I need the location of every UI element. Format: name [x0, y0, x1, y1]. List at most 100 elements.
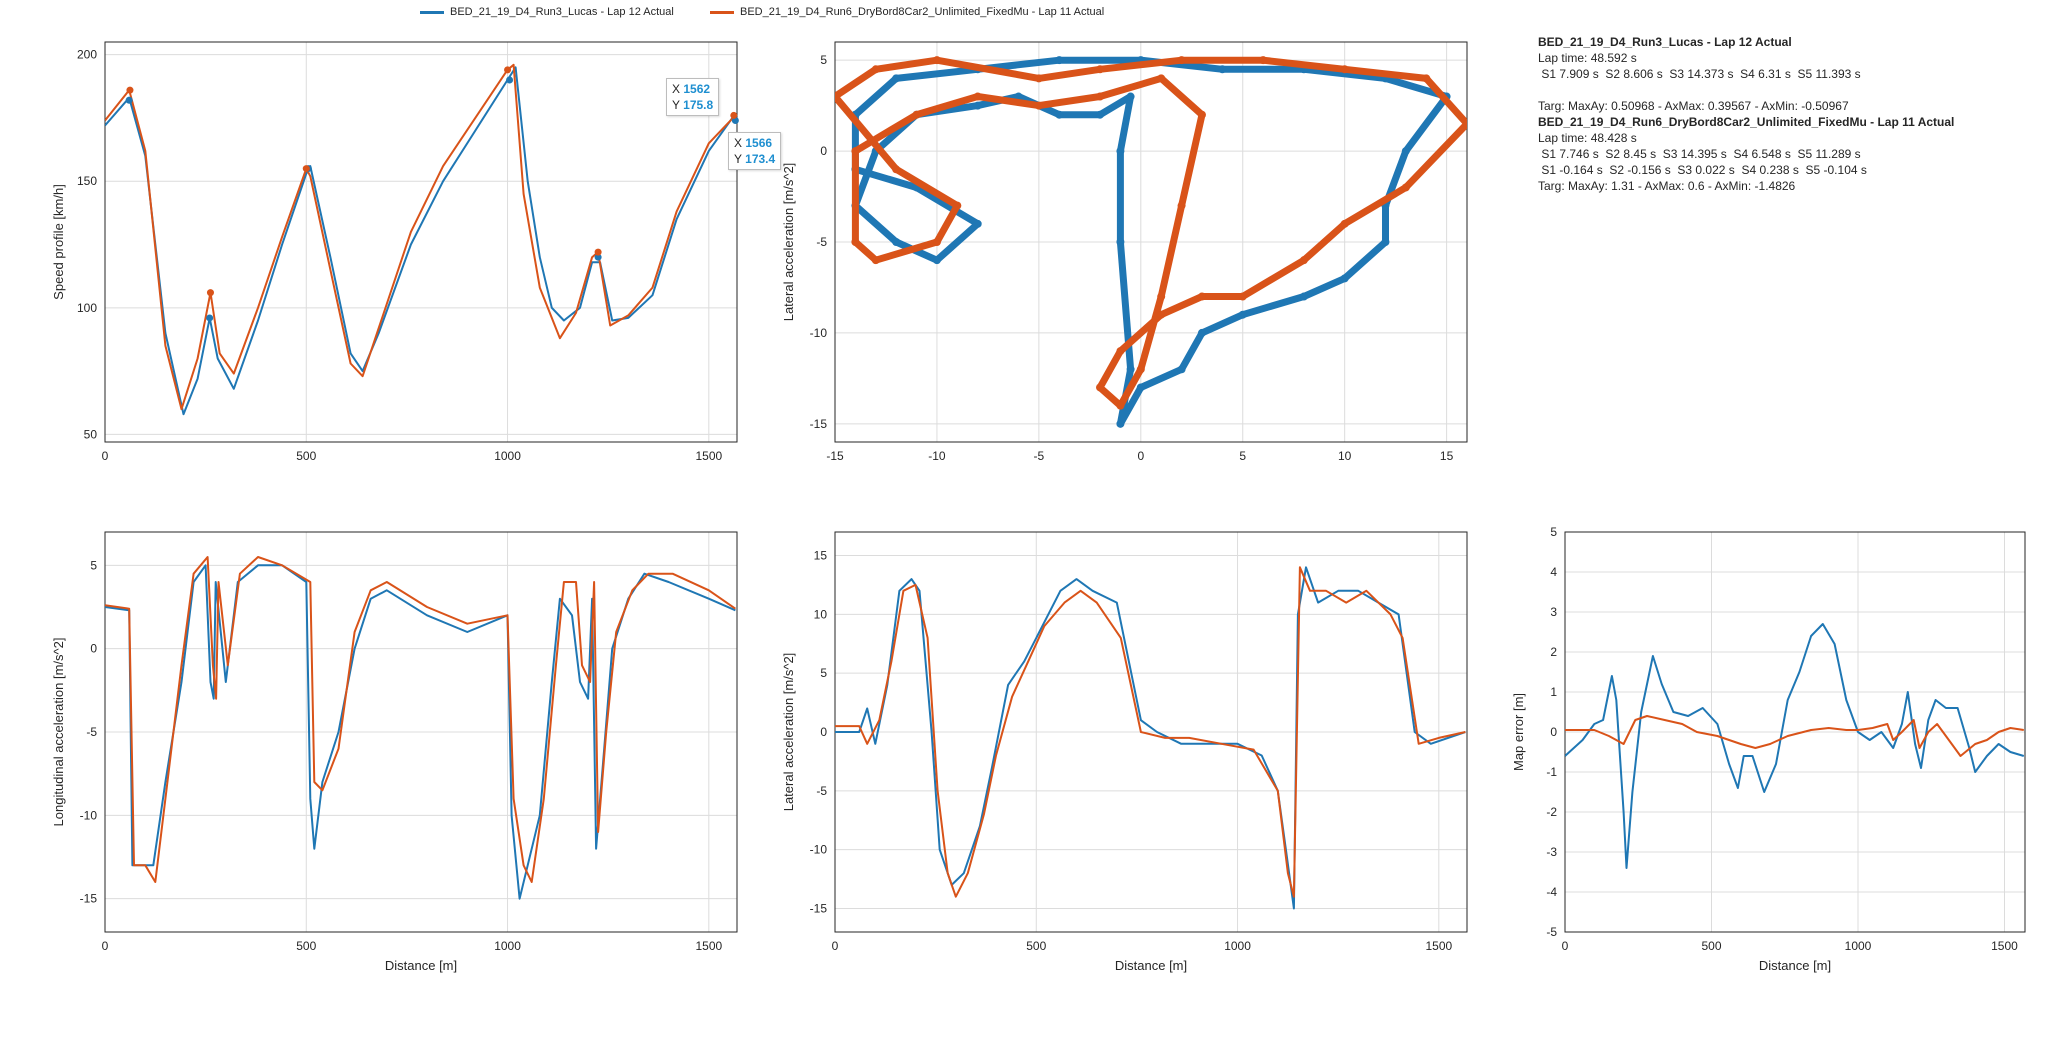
y-tick-label: 0 [820, 725, 827, 739]
sector-marker[interactable] [206, 314, 214, 322]
scatter-point [1197, 328, 1206, 337]
scatter-point [1157, 74, 1166, 83]
run2-laptime: Lap time: 48.428 s [1538, 131, 1637, 145]
sector-marker[interactable] [126, 86, 134, 94]
y-tick-label: 150 [77, 174, 97, 188]
series-group [105, 63, 737, 416]
x-tick-label: -5 [1034, 449, 1045, 463]
sector-marker[interactable] [125, 96, 133, 104]
scatter-point [1197, 110, 1206, 119]
series-line-1[interactable] [105, 63, 737, 411]
y-tick-label: -5 [816, 784, 827, 798]
scatter-point [1126, 92, 1135, 101]
datatip-1-x: 1562 [683, 82, 711, 96]
sector-marker[interactable] [730, 111, 738, 119]
scatter-point [1340, 219, 1349, 228]
scatter-point [1014, 92, 1023, 101]
series-group [1565, 623, 2025, 869]
sector-marker[interactable] [302, 165, 310, 173]
datatip-2-y-label: Y [734, 152, 742, 166]
legend-swatch-run6 [710, 10, 734, 14]
datatip-2-x: 1566 [745, 136, 773, 150]
x-tick-label: 1000 [1224, 939, 1251, 953]
x-tick-label: -15 [826, 449, 844, 463]
plot-frame [1564, 531, 2026, 933]
scatter-point [973, 92, 982, 101]
x-tick-label: 0 [1137, 449, 1144, 463]
y-tick-label: -15 [80, 892, 98, 906]
datatip-1[interactable]: X 1562 Y 175.8 [666, 78, 720, 116]
y-tick-label: 5 [1550, 525, 1557, 539]
run1-laptime: Lap time: 48.592 s [1538, 51, 1637, 65]
sector-marker[interactable] [504, 66, 512, 74]
y-tick-label: -10 [80, 808, 98, 822]
sector-marker[interactable] [594, 248, 602, 256]
x-tick-label: -10 [928, 449, 946, 463]
scatter-point [892, 74, 901, 83]
sector-marker[interactable] [206, 289, 214, 297]
y-tick-label: 50 [84, 427, 98, 441]
map-error-chart[interactable]: 0 500 1000 1500 -5 -4 -3 -2 -1 0 1 2 3 4 5 Distance [m]… [1500, 520, 2040, 1000]
scatter-point [973, 101, 982, 110]
speed-profile-chart[interactable]: 0 500 1000 1500 50 100 150 200 Speed profile [km… [40, 30, 740, 510]
scatter-point [1096, 110, 1105, 119]
scatter-point [1116, 147, 1125, 156]
scatter-point [1055, 56, 1064, 65]
y-tick-label: -10 [810, 326, 828, 340]
y-axis-label: Lateral acceleration [m/s^2] [781, 163, 796, 322]
y-tick-label: 1 [1550, 685, 1557, 699]
series-trace-0[interactable] [851, 56, 1451, 428]
scatter-point [1218, 65, 1227, 74]
scatter-point [912, 110, 921, 119]
run2-title: BED_21_19_D4_Run6_DryBord8Car2_Unlimited… [1538, 115, 1955, 129]
series-group [835, 56, 1467, 428]
plot-frame [834, 41, 1468, 443]
scatter-point [1299, 292, 1308, 301]
scatter-point [1096, 383, 1105, 392]
scatter-point [1238, 292, 1247, 301]
legend-entry-run6[interactable]: BED_21_19_D4_Run6_DryBord8Car2_Unlimited… [710, 6, 1104, 18]
datatip-2[interactable]: X 1566 Y 173.4 [728, 132, 782, 170]
scatter-point [1116, 401, 1125, 410]
series-line-1[interactable] [105, 556, 736, 883]
legend-entry-run3[interactable]: BED_21_19_D4_Run3_Lucas - Lap 12 Actual [420, 6, 674, 18]
scatter-point [1096, 92, 1105, 101]
scatter-point [1055, 110, 1064, 119]
plot-frame [104, 41, 738, 443]
gg-diagram-chart[interactable]: -15 -10 -5 0 5 10 15 -15 -10 -5 0 5 Lateral accelera… [770, 30, 1470, 510]
y-tick-label: 0 [1550, 725, 1557, 739]
y-tick-label: -2 [1546, 805, 1557, 819]
scatter-point [1116, 238, 1125, 246]
longitudinal-acceleration-chart[interactable]: 0 500 1000 1500 -15 -10 -5 0 5 Distance [m] Longit… [40, 520, 740, 1000]
x-tick-label: 500 [296, 939, 316, 953]
scatter-point [871, 256, 880, 265]
x-tick-label: 500 [1026, 939, 1046, 953]
scatter-point [1340, 65, 1349, 74]
series-line-0[interactable] [1565, 623, 2025, 869]
x-tick-label: 1500 [695, 939, 722, 953]
scatter-point [1463, 119, 1467, 128]
y-tick-label: -15 [810, 901, 828, 915]
run2-deltas: S1 -0.164 s S2 -0.156 s S3 0.022 s S4 0.… [1538, 163, 1867, 177]
scatter-point [1116, 347, 1125, 356]
sector-marker[interactable] [506, 76, 514, 84]
sector-marker[interactable] [594, 253, 602, 261]
scatter-point [1381, 238, 1390, 246]
scatter-point [1157, 292, 1166, 301]
x-tick-label: 1500 [1425, 939, 1452, 953]
datatip-1-y-label: Y [672, 98, 680, 112]
series-line-0[interactable] [105, 66, 737, 416]
scatter-point [1157, 310, 1166, 319]
scatter-point [1116, 419, 1125, 428]
series-line-0[interactable] [105, 564, 736, 900]
x-axis-label: Distance [m] [1759, 958, 1831, 973]
lateral-acceleration-chart[interactable]: 0 500 1000 1500 -15 -10 -5 0 5 10 15 Distance [m] La… [770, 520, 1470, 1000]
series-group [835, 566, 1466, 910]
y-tick-label: 5 [820, 666, 827, 680]
y-tick-label: 200 [77, 48, 97, 62]
scatter-point [1136, 383, 1145, 392]
y-tick-label: -1 [1546, 765, 1557, 779]
datatip-2-y: 173.4 [745, 152, 776, 166]
series-line-1[interactable] [835, 566, 1466, 898]
series-line-1[interactable] [1565, 715, 2024, 757]
